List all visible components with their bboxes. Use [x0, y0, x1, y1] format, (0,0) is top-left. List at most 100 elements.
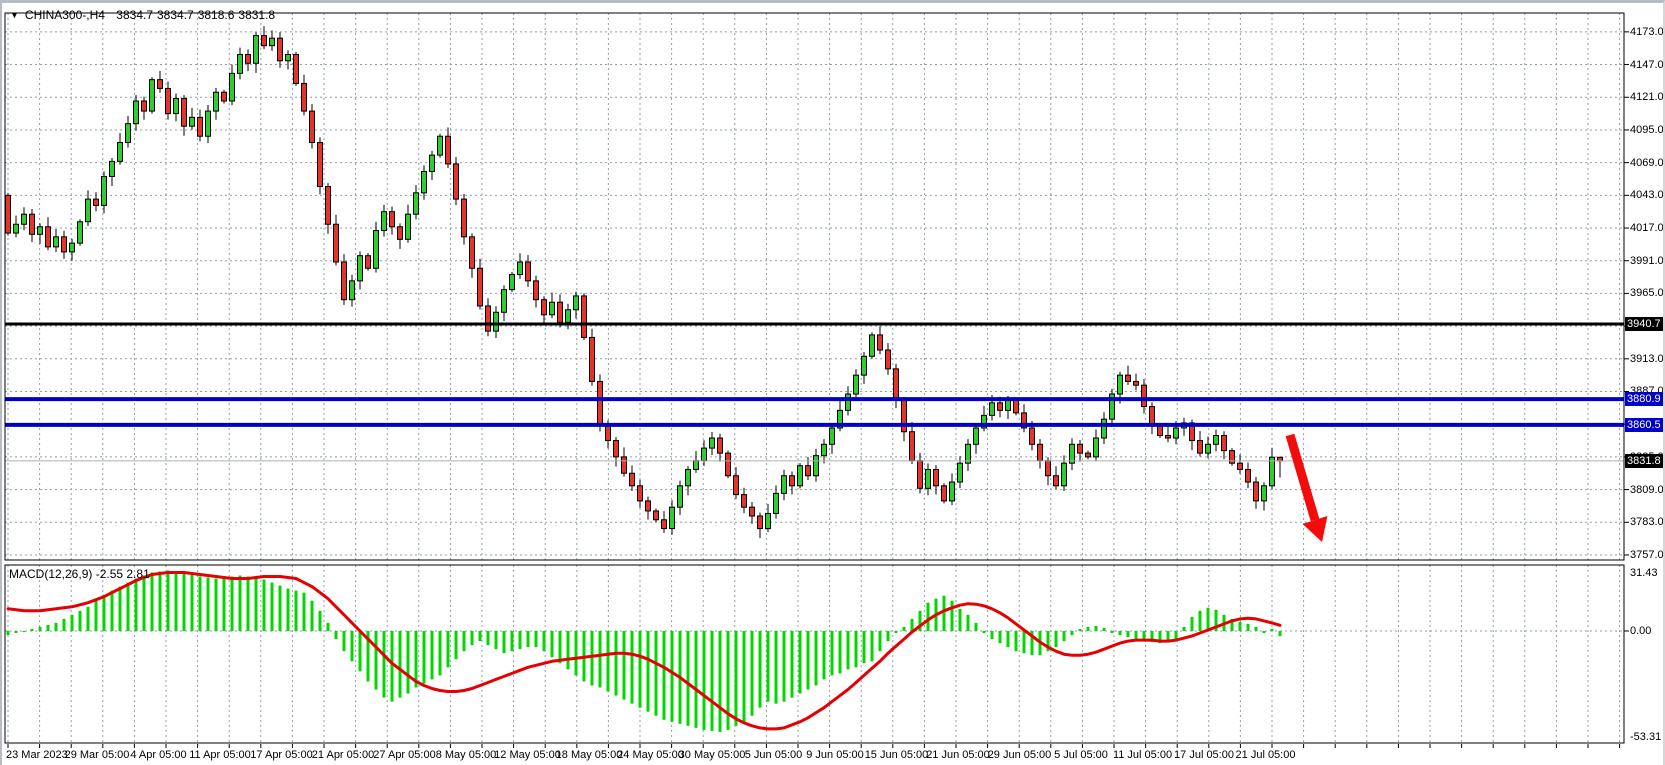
candle-body: [893, 368, 899, 401]
macd-histogram-bar: [998, 630, 1002, 644]
candle-body: [341, 261, 347, 301]
candle-body: [381, 211, 387, 232]
macd-histogram-bar: [590, 630, 594, 686]
time-axis-label: 8 May 05:00: [435, 749, 497, 761]
price-level-badge[interactable]: 3940.7: [1625, 316, 1663, 331]
candle-body: [405, 213, 411, 240]
macd-histogram-bar: [302, 592, 306, 631]
candle-body: [85, 198, 91, 223]
macd-scale-label: 31.43: [1630, 567, 1658, 579]
macd-histogram-bar: [974, 622, 978, 631]
macd-histogram-bar: [238, 575, 242, 631]
candle-body: [21, 213, 27, 225]
candle-body: [493, 311, 499, 332]
macd-histogram-bar: [622, 630, 626, 700]
macd-histogram-bar: [894, 630, 898, 634]
candle-body: [1101, 418, 1107, 439]
ohlc-high: 3834.7: [157, 8, 194, 22]
candle-body: [757, 515, 763, 530]
candle-body: [357, 255, 363, 282]
time-axis-label: 5 Jul 05:00: [1054, 749, 1108, 761]
macd-histogram-bar: [1086, 626, 1090, 631]
candle-body: [1133, 380, 1139, 386]
candle-body: [685, 468, 691, 487]
candle-body: [317, 142, 323, 188]
macd-histogram-bar: [94, 600, 98, 631]
macd-histogram-bar: [86, 606, 90, 631]
price-tick-label: 3965.0: [1630, 287, 1664, 300]
candle-body: [1061, 462, 1067, 487]
candle-body: [573, 295, 579, 311]
macd-histogram-bar: [518, 630, 522, 650]
macd-histogram-bar: [198, 576, 202, 631]
macd-histogram-bar: [6, 630, 10, 636]
macd-histogram-bar: [774, 630, 778, 704]
candle-body: [1261, 485, 1267, 502]
candle-body: [973, 427, 979, 445]
macd-scale-label: 0.00: [1630, 624, 1652, 637]
candle-body: [717, 437, 723, 454]
macd-histogram-bar: [366, 630, 370, 682]
candle-body: [1277, 456, 1283, 462]
candle-body: [861, 355, 867, 376]
candle-body: [45, 226, 51, 248]
macd-histogram-bar: [510, 630, 514, 652]
candle-body: [965, 443, 971, 464]
macd-histogram-bar: [142, 575, 146, 631]
candle-body: [301, 82, 307, 112]
candle-body: [1029, 427, 1035, 445]
candle-body: [1149, 406, 1155, 426]
macd-histogram-bar: [1006, 630, 1010, 648]
macd-histogram-bar: [1054, 630, 1058, 648]
symbol-dropdown-icon[interactable]: ▼: [10, 10, 19, 20]
candle-body: [261, 35, 267, 47]
macd-histogram-bar: [1046, 630, 1050, 652]
macd-histogram-bar: [790, 630, 794, 698]
macd-histogram-bar: [542, 630, 546, 652]
time-axis-label: 21 Apr 05:00: [311, 749, 375, 761]
chart-canvas[interactable]: [2, 3, 1665, 765]
candle-body: [765, 512, 771, 530]
macd-histogram-bar: [798, 630, 802, 694]
macd-histogram-bar: [654, 630, 658, 716]
macd-histogram-bar: [358, 630, 362, 672]
candle-body: [901, 399, 907, 433]
macd-histogram-bar: [390, 630, 394, 702]
macd-histogram-bar: [862, 630, 866, 664]
macd-histogram-bar: [150, 572, 154, 631]
candle-body: [477, 267, 483, 307]
macd-histogram-bar: [462, 630, 466, 652]
trend-arrow-head[interactable]: [1302, 516, 1328, 542]
candle-body: [1037, 443, 1043, 462]
candle-body: [445, 135, 451, 165]
candle-body: [229, 72, 235, 102]
candle-body: [277, 37, 283, 62]
candle-body: [197, 116, 203, 137]
time-axis-label: 9 Jun 05:00: [806, 749, 864, 761]
time-axis-label: 29 Jun 05:00: [987, 749, 1052, 761]
candle-body: [437, 135, 443, 156]
macd-histogram-bar: [318, 610, 322, 631]
candle-body: [701, 447, 707, 462]
candle-body: [933, 468, 939, 487]
price-level-badge[interactable]: 3860.5: [1625, 417, 1663, 432]
macd-histogram-bar: [174, 571, 178, 631]
macd-histogram-bar: [1278, 630, 1282, 637]
macd-histogram-bar: [126, 582, 130, 631]
price-tick-label: 3913.0: [1630, 352, 1664, 365]
macd-histogram-bar: [742, 630, 746, 722]
symbol-period-label: CHINA300-,H4: [24, 8, 105, 22]
macd-panel-border: [4, 564, 1625, 744]
macd-histogram-bar: [766, 630, 770, 702]
macd-histogram-bar: [1254, 626, 1258, 631]
price-level-badge[interactable]: 3880.9: [1625, 392, 1663, 407]
trend-arrow-shaft[interactable]: [1285, 433, 1320, 522]
macd-histogram-bar: [950, 600, 954, 631]
candle-body: [829, 427, 835, 445]
ohlc-open: 3834.7: [116, 8, 153, 22]
candle-body: [285, 53, 291, 62]
macd-histogram-bar: [30, 628, 34, 631]
time-axis-label: 11 Jul 05:00: [1112, 749, 1173, 761]
candle-body: [309, 110, 315, 144]
time-axis-label: 21 Jul 05:00: [1235, 749, 1296, 761]
